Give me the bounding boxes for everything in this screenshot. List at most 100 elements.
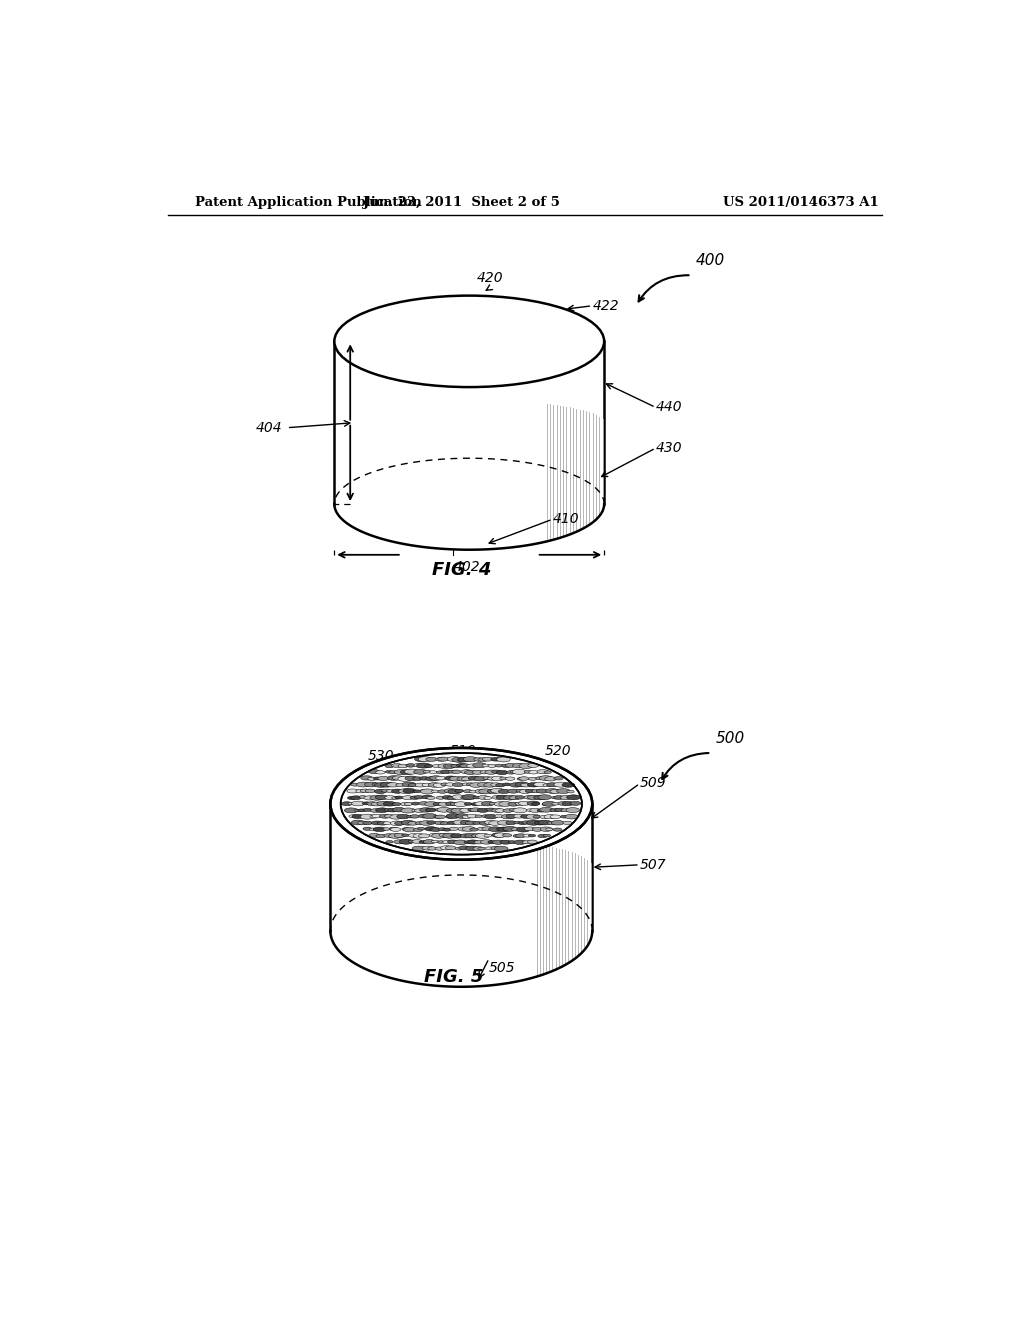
Ellipse shape [514, 840, 526, 845]
Ellipse shape [437, 808, 451, 812]
Text: FIG. 4: FIG. 4 [432, 561, 490, 579]
Ellipse shape [351, 801, 365, 807]
Text: 440: 440 [655, 400, 682, 414]
Ellipse shape [486, 808, 496, 812]
Text: FIG. 5: FIG. 5 [424, 968, 483, 986]
Text: Patent Application Publication: Patent Application Publication [196, 195, 422, 209]
Ellipse shape [450, 828, 459, 830]
Ellipse shape [438, 764, 451, 768]
Ellipse shape [557, 788, 570, 793]
Ellipse shape [348, 803, 355, 805]
Ellipse shape [537, 789, 548, 793]
Ellipse shape [386, 841, 393, 843]
Ellipse shape [537, 809, 546, 812]
Ellipse shape [519, 763, 532, 768]
Ellipse shape [490, 788, 505, 793]
Ellipse shape [435, 809, 442, 812]
Ellipse shape [374, 777, 382, 780]
Ellipse shape [371, 809, 380, 812]
Ellipse shape [436, 771, 444, 774]
Ellipse shape [515, 796, 524, 799]
Ellipse shape [381, 789, 390, 792]
Ellipse shape [551, 821, 564, 825]
Ellipse shape [525, 789, 536, 793]
Ellipse shape [395, 796, 403, 799]
Ellipse shape [477, 783, 490, 787]
Ellipse shape [408, 821, 418, 825]
Ellipse shape [372, 803, 382, 807]
Ellipse shape [523, 834, 531, 837]
Ellipse shape [454, 820, 467, 825]
Ellipse shape [519, 776, 528, 780]
Ellipse shape [538, 834, 547, 838]
Ellipse shape [347, 796, 356, 800]
Ellipse shape [483, 776, 492, 780]
Ellipse shape [415, 796, 424, 799]
Ellipse shape [477, 828, 486, 830]
Ellipse shape [546, 788, 559, 793]
Ellipse shape [527, 795, 539, 800]
Ellipse shape [341, 801, 352, 805]
Ellipse shape [402, 788, 416, 793]
Ellipse shape [566, 795, 581, 800]
Ellipse shape [402, 781, 416, 787]
Ellipse shape [401, 834, 409, 837]
Ellipse shape [566, 791, 574, 793]
Ellipse shape [535, 821, 546, 825]
Text: 404: 404 [256, 421, 283, 434]
Ellipse shape [532, 828, 543, 832]
Ellipse shape [460, 834, 471, 838]
Ellipse shape [456, 813, 469, 818]
Text: 420: 420 [477, 272, 504, 285]
Ellipse shape [492, 809, 503, 812]
Ellipse shape [394, 833, 406, 837]
Ellipse shape [392, 776, 404, 780]
Ellipse shape [404, 776, 418, 780]
Ellipse shape [492, 770, 501, 774]
Ellipse shape [455, 847, 463, 850]
Ellipse shape [509, 796, 520, 800]
Ellipse shape [515, 803, 524, 805]
Ellipse shape [495, 764, 503, 767]
Ellipse shape [449, 771, 457, 774]
Ellipse shape [428, 847, 437, 850]
Ellipse shape [420, 821, 432, 825]
Ellipse shape [548, 821, 557, 825]
Ellipse shape [442, 796, 453, 799]
Ellipse shape [442, 828, 452, 832]
Ellipse shape [469, 791, 477, 793]
Ellipse shape [427, 821, 436, 824]
Ellipse shape [477, 847, 485, 850]
Ellipse shape [499, 789, 510, 793]
Ellipse shape [562, 783, 574, 787]
Ellipse shape [394, 770, 408, 775]
Ellipse shape [560, 816, 568, 818]
Ellipse shape [506, 821, 516, 825]
Ellipse shape [460, 764, 471, 768]
Ellipse shape [418, 828, 425, 830]
Ellipse shape [419, 814, 430, 818]
Ellipse shape [570, 801, 581, 805]
Ellipse shape [470, 783, 482, 787]
Ellipse shape [437, 758, 450, 762]
Ellipse shape [447, 821, 457, 825]
Ellipse shape [399, 840, 414, 845]
Ellipse shape [383, 822, 391, 825]
Text: 520: 520 [545, 744, 571, 758]
Ellipse shape [442, 833, 457, 838]
Ellipse shape [447, 796, 457, 800]
Ellipse shape [531, 803, 540, 805]
Ellipse shape [503, 809, 513, 812]
Ellipse shape [552, 803, 559, 805]
Ellipse shape [416, 783, 426, 787]
Ellipse shape [435, 776, 445, 780]
Ellipse shape [512, 763, 525, 768]
Ellipse shape [390, 814, 402, 820]
Ellipse shape [440, 846, 452, 850]
Ellipse shape [473, 796, 480, 799]
Ellipse shape [515, 834, 526, 838]
Ellipse shape [444, 776, 457, 780]
Ellipse shape [364, 808, 372, 812]
Ellipse shape [471, 803, 480, 805]
Ellipse shape [467, 840, 479, 843]
